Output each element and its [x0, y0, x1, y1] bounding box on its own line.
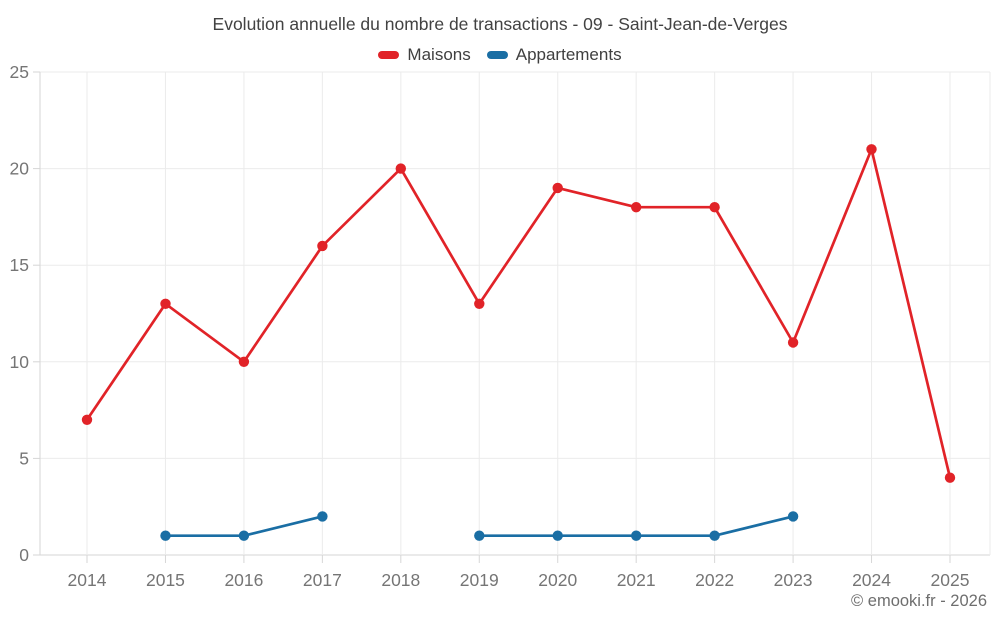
legend-item-appartements[interactable]: Appartements	[486, 45, 622, 65]
x-axis-label: 2021	[617, 570, 656, 590]
maisons-point-2016	[238, 356, 250, 367]
y-axis-label: 25	[10, 62, 29, 82]
x-axis-label: 2025	[931, 570, 970, 590]
y-axis-label: 10	[10, 352, 30, 372]
x-axis-label: 2022	[695, 570, 734, 590]
appartements-point-2016	[238, 530, 250, 541]
legend: Maisons Appartements	[0, 45, 1000, 65]
maisons-point-2014	[81, 414, 93, 425]
y-axis-label: 20	[10, 159, 30, 179]
maisons-point-2015	[160, 298, 171, 309]
x-axis-label: 2018	[381, 570, 420, 590]
maisons-point-2017	[317, 240, 328, 252]
appartements-point-2023	[787, 511, 799, 522]
maisons-point-2020	[552, 182, 563, 194]
x-axis-label: 2017	[303, 570, 342, 590]
x-axis-label: 2014	[68, 570, 107, 590]
maisons-line	[85, 147, 952, 480]
appartements-point-2022	[709, 530, 720, 541]
maisons-legend-swatch-icon	[378, 51, 400, 59]
x-axis-label: 2020	[538, 570, 577, 590]
appartements-point-2017	[317, 511, 328, 522]
maisons-point-2025	[944, 472, 956, 483]
x-axis-label: 2015	[146, 570, 185, 590]
x-axis-label: 2024	[852, 570, 891, 590]
maisons-point-2024	[866, 144, 877, 155]
maisons-point-2019	[474, 298, 485, 309]
maisons-point-2018	[395, 163, 406, 174]
x-axis-label: 2023	[774, 570, 813, 590]
y-axis-label: 15	[10, 255, 29, 275]
maisons-point-2021	[631, 202, 642, 213]
maisons-point-2023	[787, 337, 799, 348]
legend-label-appartements: Appartements	[515, 45, 622, 64]
appartements-point-2015	[160, 530, 171, 541]
y-axis-label: 5	[19, 448, 29, 468]
x-axis-label: 2019	[460, 570, 499, 590]
legend-label-maisons: Maisons	[407, 45, 471, 64]
legend-item-maisons[interactable]: Maisons	[378, 45, 471, 65]
x-axis-label: 2016	[224, 570, 263, 590]
maisons-point-2022	[709, 202, 720, 213]
appartements-legend-swatch-icon	[486, 51, 508, 59]
appartements-point-2020	[552, 530, 563, 541]
appartements-point-2019	[474, 530, 485, 541]
appartements-point-2021	[631, 530, 642, 541]
attribution-text: © emooki.fr - 2026	[851, 592, 987, 610]
y-axis-label: 0	[19, 545, 29, 565]
chart-title: Evolution annuelle du nombre de transact…	[212, 14, 788, 34]
